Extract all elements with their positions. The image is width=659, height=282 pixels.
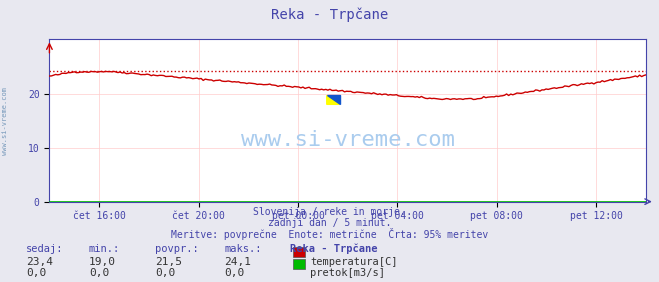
Text: temperatura[C]: temperatura[C] <box>310 257 398 266</box>
Text: 0,0: 0,0 <box>155 268 175 278</box>
Text: 0,0: 0,0 <box>26 268 47 278</box>
Text: zadnji dan / 5 minut.: zadnji dan / 5 minut. <box>268 218 391 228</box>
Text: www.si-vreme.com: www.si-vreme.com <box>2 87 9 155</box>
Text: Reka - Trpčane: Reka - Trpčane <box>271 7 388 21</box>
Text: 0,0: 0,0 <box>89 268 109 278</box>
Text: pretok[m3/s]: pretok[m3/s] <box>310 268 386 278</box>
Text: Slovenija / reke in morje.: Slovenija / reke in morje. <box>253 207 406 217</box>
Text: sedaj:: sedaj: <box>26 244 64 254</box>
Text: Reka - Trpčane: Reka - Trpčane <box>290 244 378 254</box>
Text: 24,1: 24,1 <box>224 257 251 266</box>
Text: min.:: min.: <box>89 244 120 254</box>
Text: maks.:: maks.: <box>224 244 262 254</box>
Text: Meritve: povprečne  Enote: metrične  Črta: 95% meritev: Meritve: povprečne Enote: metrične Črta:… <box>171 228 488 240</box>
Text: 21,5: 21,5 <box>155 257 182 266</box>
Polygon shape <box>327 95 340 104</box>
Text: 0,0: 0,0 <box>224 268 244 278</box>
Text: www.si-vreme.com: www.si-vreme.com <box>241 130 455 150</box>
Text: povpr.:: povpr.: <box>155 244 198 254</box>
Text: 19,0: 19,0 <box>89 257 116 266</box>
Polygon shape <box>327 95 340 104</box>
Text: 23,4: 23,4 <box>26 257 53 266</box>
